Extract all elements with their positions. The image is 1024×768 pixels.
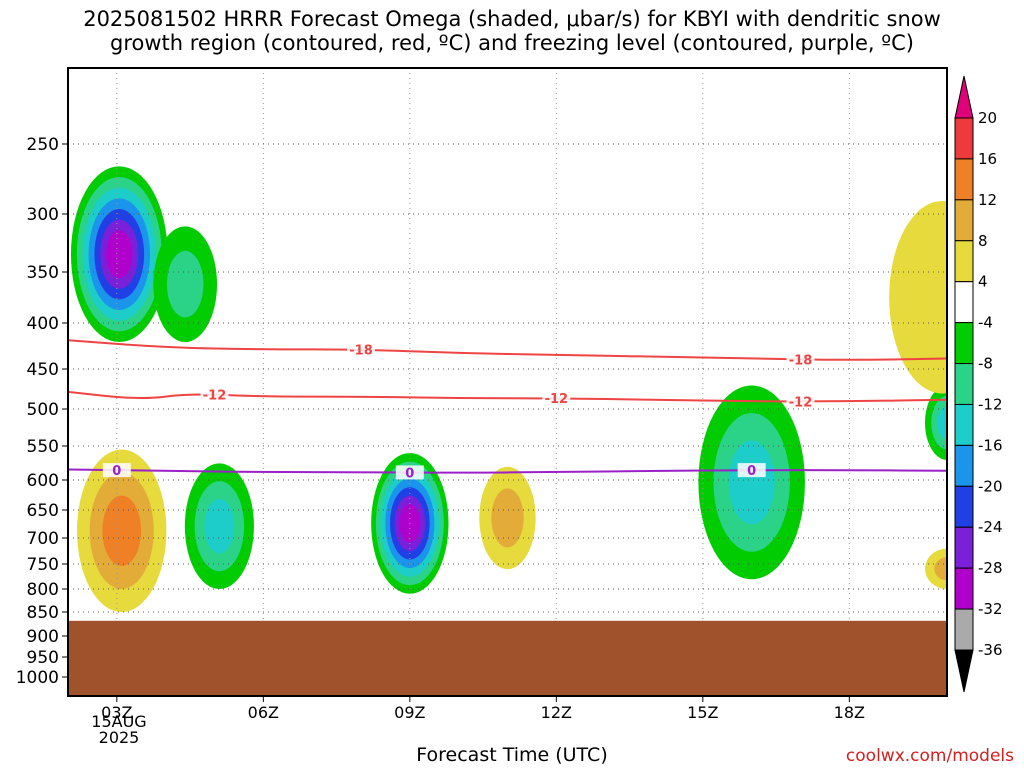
contour-label--12-1: -12 (203, 389, 227, 404)
temperature-contours: -18 -18 -12 -12 -12 0 0 0 (68, 339, 947, 481)
contour-label--18-1: -18 (349, 343, 373, 358)
colorbar-bin-1 (954, 117, 974, 160)
y-tick-label-650: 650 (27, 501, 59, 521)
contour-label-bg--12-2 (542, 391, 571, 406)
y-tick-label-550: 550 (27, 437, 59, 457)
terrain-fill (68, 620, 947, 696)
chart-title-line-2: growth region (contoured, red, ºC) and f… (110, 31, 914, 55)
contour-label-bg-0-2 (395, 465, 424, 480)
colorbar: 20 16 12 8 4 -4 -8 -12 -16 -20 -24 -28 -32 -36 (954, 75, 1003, 693)
contour-label-bg--12-3 (786, 394, 815, 409)
y-tick-label-800: 800 (27, 580, 59, 600)
colorbar-bin-12 (954, 567, 974, 610)
y-tick-label-400: 400 (27, 314, 59, 334)
colorbar-label-9: -16 (978, 436, 1003, 454)
colorbar-label-7: -8 (978, 355, 993, 373)
contour-label-bg--18-2 (786, 352, 815, 367)
y-axis: 250 300 350 400 450 500 550 600 650 700 750 800 850 9… (16, 135, 68, 688)
x-tick-label-09Z: 09Z (394, 703, 425, 722)
omega-feature-6-level-3 (204, 498, 235, 554)
colorbar-bin-6 (954, 322, 974, 365)
x-tick-label-15Z: 15Z (687, 703, 718, 722)
contour-label--12-3: -12 (789, 395, 813, 410)
colorbar-label-3: 12 (978, 191, 997, 209)
colorbar-bin-13 (954, 608, 974, 651)
contour--18 (68, 339, 947, 361)
contour-label-bg-0-3 (737, 463, 766, 478)
colorbar-bin-3 (954, 199, 974, 242)
colorbar-label-1: 20 (978, 109, 997, 127)
colorbar-label-5: 4 (978, 273, 988, 291)
colorbar-label-8: -12 (978, 395, 1003, 413)
omega-feature-10-level-1 (889, 201, 947, 394)
y-tick-label-300: 300 (27, 205, 59, 225)
y-tick-label-350: 350 (27, 263, 59, 283)
y-tick-label-500: 500 (27, 400, 59, 420)
omega-feature-5-level-2 (491, 488, 524, 548)
x-tick-label-18Z: 18Z (834, 703, 865, 722)
colorbar-label-6: -4 (978, 314, 993, 332)
plot-frame (67, 67, 948, 697)
colorbar-bin-7 (954, 363, 974, 405)
colorbar-bottom-triangle (954, 649, 974, 693)
colorbar-label-11: -24 (978, 518, 1003, 536)
contour-0 (68, 468, 947, 474)
colorbar-top-triangle (954, 75, 974, 119)
contour-label-bg--12-1 (200, 387, 229, 402)
y-tick-label-600: 600 (27, 471, 59, 491)
chart-title-line-1: 2025081502 HRRR Forecast Omega (shaded, … (83, 7, 941, 31)
credit-link[interactable]: coolwx.com/models (845, 746, 1014, 766)
x-axis-label: Forecast Time (UTC) (416, 744, 608, 766)
colorbar-label-12: -28 (978, 559, 1003, 577)
x-tick-label-03Z: 03Z (101, 703, 132, 722)
y-tick-label-700: 700 (27, 529, 59, 549)
colorbar-label-10: -20 (978, 477, 1003, 495)
omega-field (70, 166, 947, 612)
colorbar-bin-11 (954, 526, 974, 569)
colorbar-label-4: 8 (978, 232, 988, 250)
colorbar-label-14: -36 (978, 641, 1003, 659)
y-tick-label-750: 750 (27, 555, 59, 575)
colorbar-bin-9 (954, 444, 974, 487)
colorbar-bin-8 (954, 403, 974, 446)
x-tick-label-12Z: 12Z (541, 703, 572, 722)
colorbar-bin-10 (954, 485, 974, 528)
omega-feature-1-level-7 (106, 230, 133, 279)
omega-feature-9-level-2 (934, 557, 947, 581)
x-tick-label-06Z: 06Z (248, 703, 279, 722)
date-year-label: 2025 (98, 728, 140, 747)
colorbar-label-13: -32 (978, 600, 1003, 618)
x-axis: 03Z 06Z 09Z 12Z 15Z 18Z (101, 696, 865, 722)
contour-label--18-2: -18 (789, 353, 813, 368)
colorbar-bin-4 (954, 240, 974, 283)
contour-label-0-3: 0 (747, 464, 756, 479)
colorbar-label-2: 16 (978, 150, 997, 168)
contour-label--12-2: -12 (545, 392, 569, 407)
contour-label-bg--18-1 (347, 342, 375, 357)
contour-label-0-2: 0 (405, 466, 414, 481)
colorbar-bin-5 (954, 281, 974, 324)
contour-label-0-1: 0 (112, 464, 121, 479)
omega-feature-8-level-3 (937, 406, 947, 439)
contour-label-bg-0-1 (102, 463, 131, 478)
y-tick-label-250: 250 (27, 135, 59, 155)
contour--12 (68, 390, 947, 403)
grid (68, 68, 947, 696)
y-tick-label-850: 850 (27, 603, 59, 623)
omega-feature-2-level-2 (166, 250, 204, 318)
date-day-label: 15AUG (91, 712, 147, 731)
colorbar-bin-2 (954, 158, 974, 201)
y-tick-label-1000: 1000 (16, 668, 59, 688)
y-tick-label-450: 450 (27, 360, 59, 380)
omega-feature-3-level-3 (102, 495, 142, 566)
y-tick-label-900: 900 (27, 627, 59, 647)
omega-feature-7-level-3 (728, 440, 775, 525)
y-tick-label-950: 950 (27, 648, 59, 668)
